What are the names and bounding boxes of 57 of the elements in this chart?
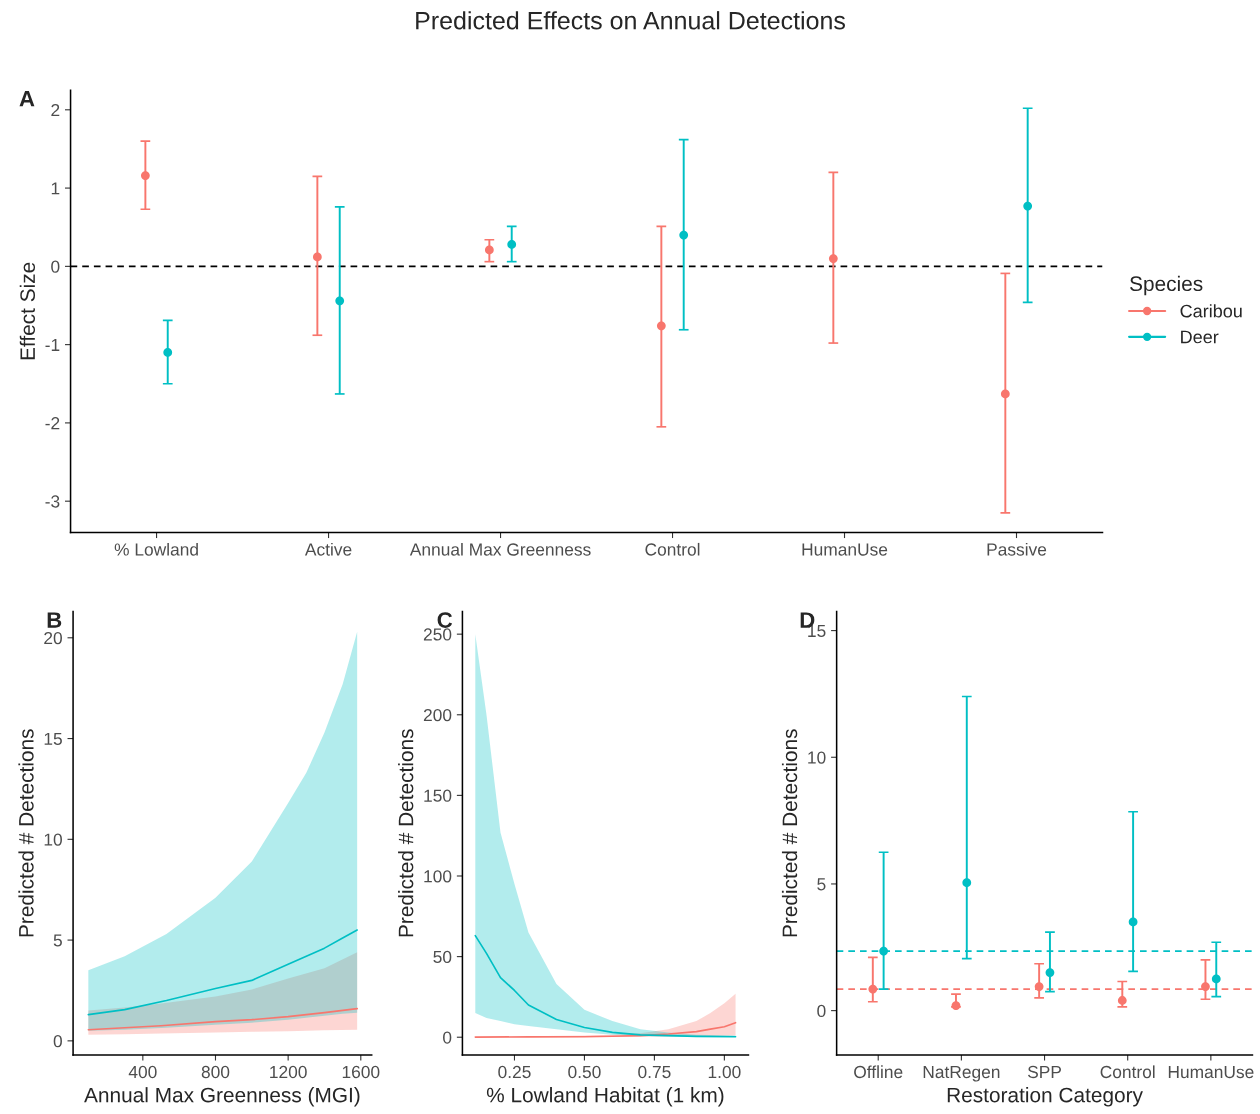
text: A: [19, 91, 35, 107]
y-tick-label: 0: [443, 1031, 452, 1044]
x-tick-label: HumanUse: [802, 543, 888, 556]
line-series: [87, 1007, 359, 1031]
x-tick-label: 1.00: [708, 1065, 741, 1079]
legend-label: Caribou: [1180, 304, 1242, 318]
y-tick-label: 200: [423, 708, 452, 722]
y-axis-title: Predicted # Detections: [18, 729, 34, 937]
y-axis-title: Predicted # Detections: [781, 729, 798, 937]
legend-title: Species: [1130, 275, 1203, 296]
text: C: [437, 612, 453, 628]
y-tick-label: 5: [53, 934, 62, 947]
x-tick-label: Passive: [987, 542, 1047, 556]
y-tick-label: 20: [44, 631, 62, 645]
x-tick-label: 0.50: [568, 1065, 601, 1079]
x-axis-title: % Lowland Habitat (1 km): [486, 1087, 724, 1107]
legend-label: Deer: [1181, 330, 1219, 344]
line-series: [87, 929, 359, 1016]
line-series: [474, 934, 737, 1038]
text: B: [47, 612, 62, 628]
x-tick-label: 0.75: [638, 1065, 671, 1079]
x-tick-label: 1600: [342, 1065, 380, 1079]
y-tick-label: 10: [44, 833, 62, 846]
x-tick-label: 800: [201, 1065, 230, 1079]
x-tick-label: % Lowland: [114, 542, 198, 556]
x-tick-label: HumanUse: [1168, 1066, 1254, 1079]
x-tick-label: Active: [304, 542, 352, 556]
y-tick-label: 2: [51, 103, 60, 117]
y-tick-label: 50: [433, 950, 452, 964]
y-tick-label: 15: [44, 732, 62, 746]
x-tick-label: 0.25: [498, 1065, 531, 1079]
y-tick-label: 0: [53, 1035, 62, 1048]
chart-title: Predicted Effects on Annual Detections: [416, 11, 845, 30]
x-tick-label: NatRegen: [923, 1066, 1000, 1082]
y-tick-label: 100: [424, 870, 452, 883]
x-tick-label: Control: [1100, 1065, 1155, 1079]
y-tick-label: -1: [45, 338, 60, 351]
y-axis-title: Predicted # Detections: [398, 729, 414, 937]
y-tick-label: 150: [424, 789, 452, 802]
y-tick-label: -3: [45, 495, 60, 508]
y-tick-label: 0: [817, 1004, 826, 1018]
x-tick-label: Annual Max Greenness: [409, 542, 591, 556]
y-tick-label: 5: [817, 878, 826, 891]
x-tick-label: Offline: [854, 1065, 903, 1079]
y-tick-label: 250: [423, 628, 452, 641]
y-tick-label: 0: [51, 260, 60, 273]
line-series: [474, 1021, 737, 1038]
y-tick-label: 10: [808, 751, 826, 764]
x-tick-label: 1200: [270, 1065, 307, 1079]
x-tick-label: SPP: [1027, 1065, 1061, 1079]
y-tick-label: -2: [45, 417, 60, 430]
x-tick-label: 400: [128, 1065, 157, 1079]
x-axis-title: Annual Max Greenness (MGI): [84, 1087, 360, 1107]
y-tick-label: 1: [51, 182, 60, 195]
x-tick-label: Control: [645, 542, 700, 556]
y-axis-title: Effect Size: [19, 262, 36, 360]
x-axis-title: Restoration Category: [947, 1087, 1143, 1107]
